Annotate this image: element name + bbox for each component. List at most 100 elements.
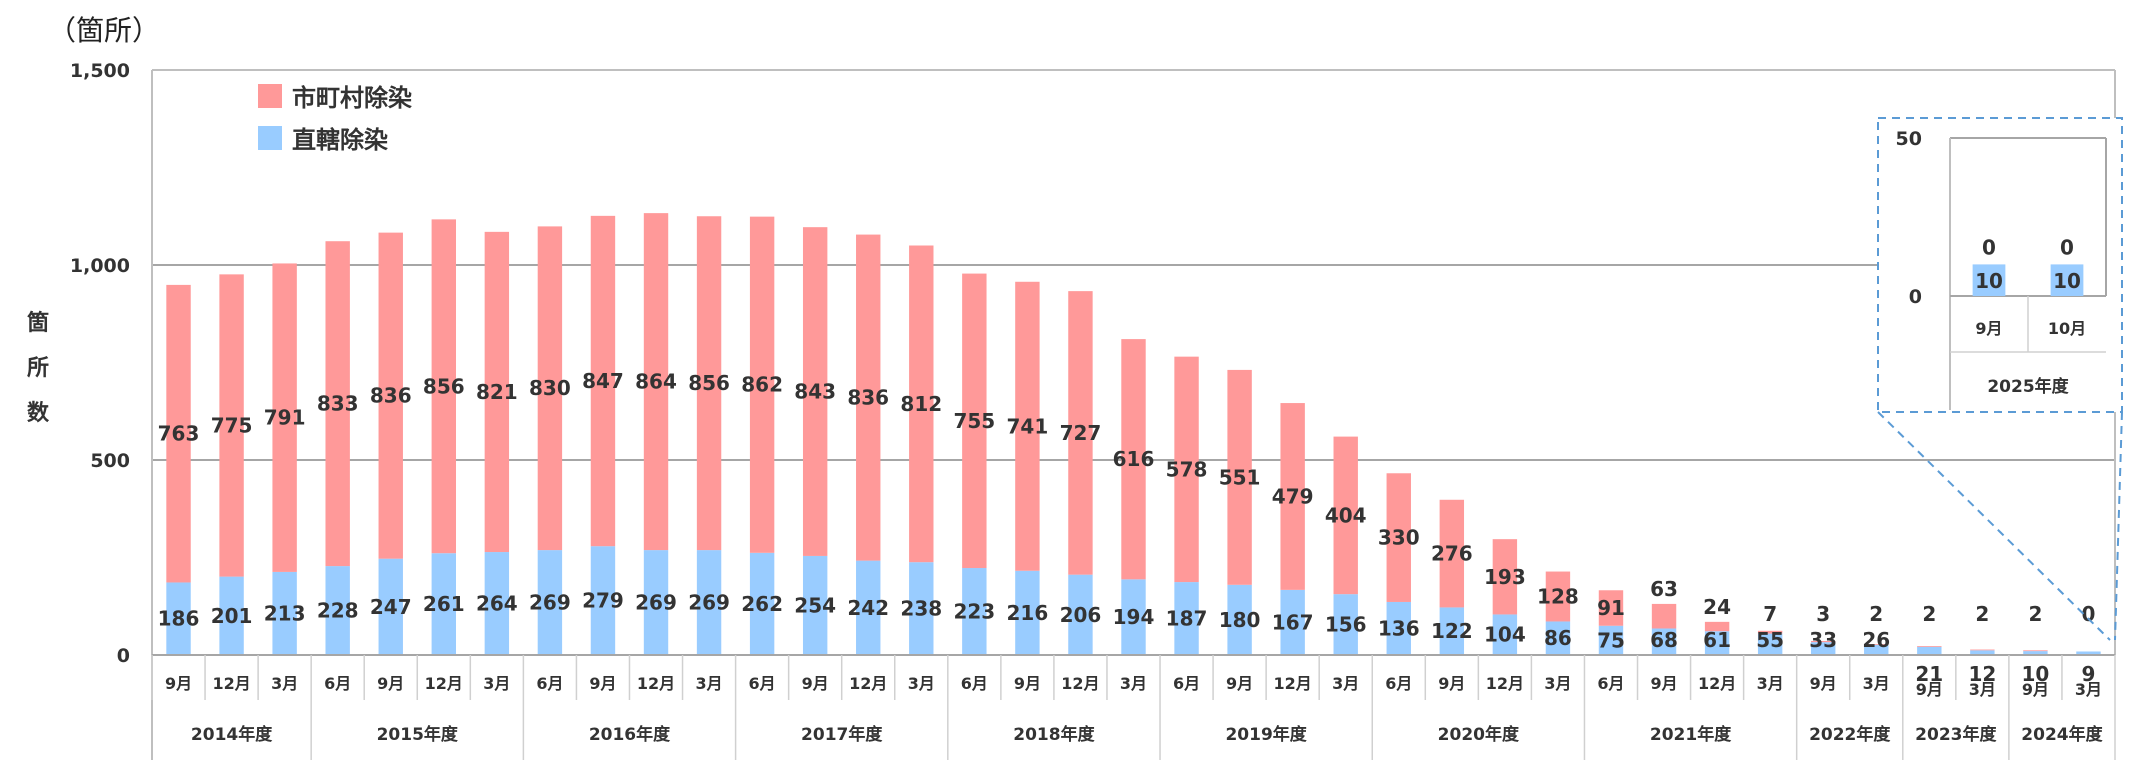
bar-segment-municipal [2023, 650, 2048, 652]
bar-segment-municipal [325, 241, 350, 567]
data-label-municipal: 791 [264, 406, 306, 430]
bar-segment-direct [1386, 601, 1411, 655]
data-label-direct: 10 [2021, 662, 2049, 686]
data-label-municipal: 864 [635, 370, 677, 394]
data-label-direct: 9 [2082, 662, 2096, 686]
data-label-direct: 269 [688, 591, 730, 615]
x-category-label: 9月 [1014, 674, 1041, 693]
bar-segment-municipal [802, 227, 828, 556]
data-label-direct: 238 [900, 597, 942, 621]
bar-segment-direct [1811, 642, 1836, 655]
x-category-label: 3月 [1969, 680, 1996, 699]
inset-connector [2114, 411, 2123, 641]
x-group-label: 2021年度 [1650, 724, 1732, 745]
bar-segment-municipal [1970, 649, 1995, 651]
data-label-municipal: 727 [1060, 421, 1102, 445]
inset-data-label-municipal: 0 [1982, 235, 1996, 259]
data-label-municipal: 330 [1378, 526, 1420, 550]
bar-segment-municipal [1333, 436, 1358, 595]
bar-segment-municipal [219, 274, 244, 577]
bar-segment-municipal [166, 284, 191, 583]
bar-segment-direct [1121, 579, 1146, 655]
x-category-label: 6月 [1385, 674, 1412, 693]
bar-segment-municipal [909, 245, 934, 563]
x-category-label: 6月 [536, 674, 563, 693]
x-category-label: 3月 [1544, 674, 1571, 693]
legend-swatch [258, 126, 282, 150]
bar-segment-municipal [1917, 646, 1942, 647]
x-category-label: 12月 [849, 674, 887, 693]
x-category-label: 12月 [1274, 674, 1312, 693]
inset-data-label-direct: 10 [1975, 269, 2003, 293]
bar-segment-direct [219, 576, 244, 655]
x-group-label: 2015年度 [377, 724, 459, 745]
data-label-direct: 12 [1968, 662, 1996, 686]
bar-segment-direct [1651, 628, 1677, 655]
x-group-label: 2019年度 [1225, 724, 1307, 745]
data-label-municipal: 91 [1597, 596, 1625, 620]
y-tick-label: 1,500 [70, 60, 130, 82]
data-label-direct: 122 [1431, 619, 1473, 643]
y-axis-label-char: 箇 [27, 310, 49, 336]
x-category-label: 12月 [425, 674, 463, 693]
x-category-label: 3月 [1120, 674, 1147, 693]
y-tick-label: 500 [90, 450, 130, 472]
bar-segment-direct [537, 550, 563, 655]
x-group-label: 2016年度 [589, 724, 671, 745]
data-label-direct: 223 [953, 600, 995, 624]
bar-segment-municipal [749, 216, 775, 553]
bar-segment-direct [1333, 594, 1358, 655]
y-axis-label: 箇所数 [27, 310, 50, 426]
bar-segment-municipal [431, 219, 456, 554]
bar-segment-municipal [1227, 369, 1252, 585]
bar-segment-municipal [1439, 499, 1465, 608]
x-category-label: 9月 [2022, 680, 2049, 699]
data-label-municipal: 404 [1325, 503, 1367, 527]
data-label-direct: 86 [1544, 626, 1572, 650]
data-label-direct: 269 [529, 591, 571, 615]
bar-segment-direct [1227, 584, 1252, 655]
data-label-municipal: 2 [1869, 602, 1883, 626]
data-label-municipal: 616 [1113, 447, 1155, 471]
bar-segment-direct [1917, 646, 1942, 655]
data-label-municipal: 578 [1166, 457, 1208, 481]
data-label-direct: 21 [1915, 662, 1943, 686]
bar-segment-municipal [1068, 291, 1093, 575]
bar-segment-municipal [1811, 640, 1836, 643]
bar-segment-municipal [696, 216, 722, 551]
x-category-label: 3月 [1757, 674, 1784, 693]
x-category-label: 12月 [1486, 674, 1524, 693]
data-label-direct: 104 [1484, 623, 1526, 647]
x-category-label: 3月 [2075, 680, 2102, 699]
data-label-municipal: 2 [2028, 602, 2042, 626]
x-category-label: 12月 [1061, 674, 1099, 693]
bar-segment-direct [431, 553, 456, 655]
x-category-label: 3月 [908, 674, 935, 693]
data-label-direct: 269 [635, 591, 677, 615]
x-category-label: 12月 [1698, 674, 1736, 693]
bar-segment-municipal [1651, 603, 1677, 629]
data-label-municipal: 812 [900, 392, 942, 416]
bars: 1867632017752137912288332478362618562648… [158, 213, 2101, 686]
bar-segment-municipal [1598, 590, 1624, 626]
y-axis-label-char: 数 [27, 400, 50, 426]
bar-segment-direct [484, 552, 510, 655]
inset-bar-direct [1972, 264, 2006, 296]
y-tick-label: 1,000 [70, 255, 130, 277]
data-label-direct: 262 [741, 592, 783, 616]
data-label-municipal: 847 [582, 369, 624, 393]
bar-segment-municipal [1015, 281, 1040, 571]
bar-segment-direct [1545, 621, 1571, 655]
inset-group-label: 2025年度 [1987, 376, 2069, 397]
bar-segment-municipal [378, 232, 403, 559]
data-label-direct: 261 [423, 592, 465, 616]
bar-segment-municipal [962, 273, 987, 569]
data-label-municipal: 856 [688, 371, 730, 395]
inset-data-label-direct: 10 [2053, 269, 2081, 293]
data-label-municipal: 2 [1975, 602, 1989, 626]
bar-segment-municipal [1280, 403, 1305, 590]
x-category-label: 3月 [695, 674, 722, 693]
x-axis: 9月 12月 3月 6月 9月 12月 3月 6月 9月 12月 3月 6月 9月 12月 3月 6月 9月 12… [151, 654, 2116, 760]
